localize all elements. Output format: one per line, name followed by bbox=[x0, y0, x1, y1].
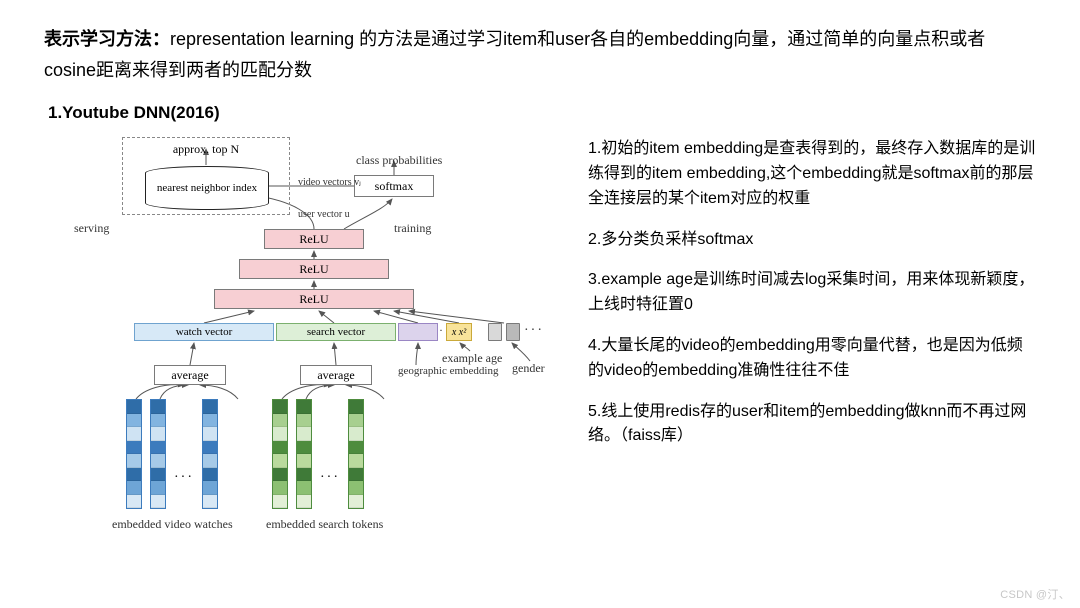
serving-label: serving bbox=[74, 221, 109, 236]
diagram-area: approx. top N nearest neighbor index cla… bbox=[44, 137, 564, 557]
video-embedding-bars: ··· bbox=[126, 399, 218, 509]
gender-box-1 bbox=[488, 323, 502, 341]
user-vector-label: user vector u bbox=[298, 209, 350, 220]
caption-search-tokens: embedded search tokens bbox=[266, 517, 383, 532]
geo-label: geographic embedding bbox=[398, 365, 499, 377]
gender-box-2 bbox=[506, 323, 520, 341]
approx-top-n-label: approx. top N bbox=[123, 142, 289, 157]
relu-box-2: ReLU bbox=[239, 259, 389, 279]
note-3: 3.example age是训练时间减去log采集时间，用来体现新颖度，上线时特… bbox=[588, 268, 1036, 318]
example-age-box: x x² bbox=[446, 323, 472, 341]
geo-embedding-box bbox=[398, 323, 438, 341]
search-vector-box: search vector bbox=[276, 323, 396, 341]
video-vectors-label: video vectors vⱼ bbox=[298, 177, 361, 188]
watch-vector-box: watch vector bbox=[134, 323, 274, 341]
gender-label: gender bbox=[512, 361, 545, 376]
softmax-box: softmax bbox=[354, 175, 434, 197]
example-age-label: example age bbox=[442, 351, 502, 366]
note-4: 4.大量长尾的video的embedding用零向量代替，也是因为低频的vide… bbox=[588, 334, 1036, 384]
class-probabilities-label: class probabilities bbox=[356, 153, 442, 168]
subtitle: 1.Youtube DNN(2016) bbox=[48, 103, 1036, 123]
note-5: 5.线上使用redis存的user和item的embedding做knn而不再过… bbox=[588, 400, 1036, 450]
notes-column: 1.初始的item embedding是查表得到的，最终存入数据库的是训练得到的… bbox=[588, 137, 1036, 557]
relu-box-3: ReLU bbox=[214, 289, 414, 309]
average-box-2: average bbox=[300, 365, 372, 385]
caption-video-watches: embedded video watches bbox=[112, 517, 233, 532]
note-2: 2.多分类负采样softmax bbox=[588, 228, 1036, 253]
header-bold: 表示学习方法： bbox=[44, 29, 170, 49]
relu-box-1: ReLU bbox=[264, 229, 364, 249]
note-1: 1.初始的item embedding是查表得到的，最终存入数据库的是训练得到的… bbox=[588, 137, 1036, 211]
youtube-dnn-diagram: approx. top N nearest neighbor index cla… bbox=[44, 137, 564, 557]
search-embedding-bars: ··· bbox=[272, 399, 364, 509]
header-rest: representation learning 的方法是通过学习item和use… bbox=[44, 29, 985, 80]
watermark: CSDN @汀、 bbox=[1000, 586, 1070, 602]
header-paragraph: 表示学习方法：representation learning 的方法是通过学习i… bbox=[44, 24, 1036, 85]
training-label: training bbox=[394, 221, 431, 236]
serving-box: approx. top N nearest neighbor index bbox=[122, 137, 290, 215]
dots-right: ··· bbox=[524, 323, 544, 339]
average-box-1: average bbox=[154, 365, 226, 385]
nn-index-cylinder: nearest neighbor index bbox=[145, 166, 269, 210]
